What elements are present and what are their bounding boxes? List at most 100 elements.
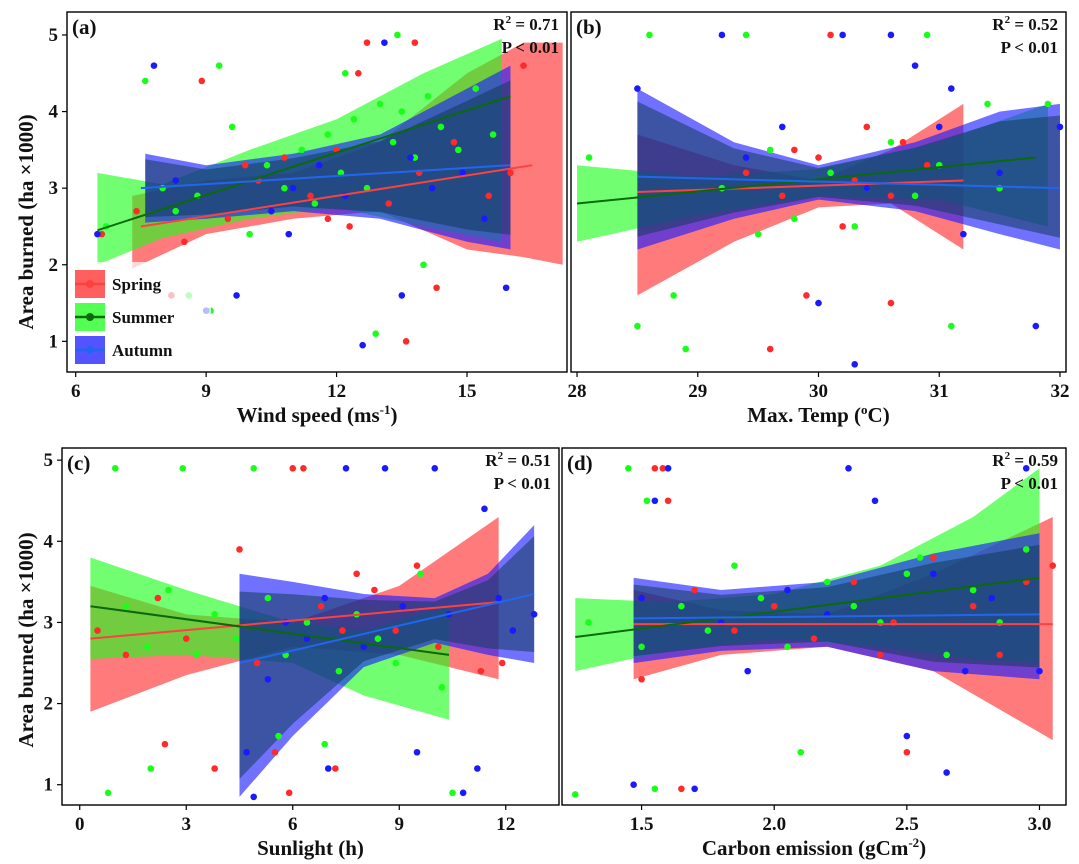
panel-label: (d) [567, 451, 593, 475]
point-summer-10 [298, 146, 306, 154]
panel-label: (a) [72, 15, 97, 39]
r-squared-label: R2 = 0.52 [992, 14, 1058, 34]
point-summer-6 [193, 651, 201, 659]
point-summer-20 [449, 789, 456, 797]
point-summer-6 [228, 123, 236, 131]
x-axis-label-main: Max. Temp ( [747, 403, 861, 427]
trend-line-summer [90, 605, 450, 656]
y-tick-label: 5 [49, 25, 59, 46]
p-value-label: P < 0.01 [1001, 38, 1058, 57]
x-tick-label: 32 [1050, 381, 1069, 402]
point-spring-12 [839, 223, 846, 230]
x-tick-label: 6 [71, 381, 81, 402]
panel-frame [561, 447, 1067, 806]
point-autumn-3 [664, 464, 672, 472]
point-spring-10 [317, 602, 325, 610]
point-autumn-1 [638, 594, 645, 602]
point-summer-4 [651, 785, 659, 793]
point-summer-9 [827, 169, 834, 177]
point-spring-10 [355, 69, 362, 77]
point-spring-6 [281, 154, 288, 161]
x-tick-label: 28 [568, 381, 587, 402]
trend-line-autumn [140, 164, 511, 190]
trend-line-autumn [637, 175, 1060, 190]
point-summer-15 [984, 100, 991, 108]
x-axis-label: Wind speed (ms-1) [237, 402, 398, 427]
point-autumn-11 [1032, 322, 1040, 330]
point-summer-22 [275, 732, 282, 740]
point-autumn-12 [428, 184, 436, 192]
point-spring-11 [363, 39, 371, 46]
y-tick-label: 2 [44, 694, 54, 715]
r-squared-value: = 0.51 [503, 451, 551, 470]
point-autumn-9 [960, 230, 967, 238]
plot-area [571, 464, 1057, 798]
point-spring-20 [289, 464, 297, 472]
point-spring-15 [433, 284, 440, 292]
point-autumn-4 [321, 594, 329, 602]
point-summer-3 [638, 643, 645, 651]
legend-marker-autumn [86, 346, 94, 354]
point-autumn-2 [172, 177, 179, 184]
point-autumn-14 [481, 505, 488, 513]
point-autumn-13 [815, 299, 822, 307]
point-autumn-12 [930, 570, 937, 578]
point-autumn-16 [1022, 464, 1030, 472]
point-spring-22 [241, 161, 249, 169]
point-spring-9 [766, 345, 774, 353]
point-spring-17 [477, 667, 485, 675]
point-spring-10 [803, 292, 810, 299]
x-axis-label: Sunlight (h) [257, 836, 364, 860]
point-spring-8 [285, 789, 293, 797]
point-summer-12 [823, 578, 831, 586]
point-spring-18 [498, 659, 506, 667]
point-spring-19 [520, 62, 527, 69]
point-autumn-2 [651, 497, 659, 505]
band-overlap-shade [633, 544, 1040, 668]
point-summer-3 [670, 292, 677, 299]
point-autumn-3 [778, 123, 786, 131]
point-summer-11 [311, 200, 319, 207]
r-squared-label: R2 = 0.59 [992, 450, 1058, 470]
point-summer-7 [211, 611, 218, 618]
point-spring-4 [691, 586, 698, 594]
point-summer-12 [324, 131, 332, 138]
x-axis-label-main: Carbon emission (gCm [702, 836, 909, 860]
point-spring-15 [1049, 562, 1057, 569]
point-autumn-0 [630, 781, 637, 789]
point-autumn-14 [851, 361, 859, 368]
y-tick-label: 4 [49, 102, 59, 123]
point-spring-17 [485, 192, 493, 200]
point-autumn-17 [530, 611, 538, 618]
legend-label-spring: Spring [112, 275, 162, 294]
legend: Spring Summer Autumn [71, 262, 211, 370]
point-autumn-5 [268, 207, 275, 215]
point-summer-16 [376, 100, 384, 108]
point-summer-7 [766, 146, 774, 154]
x-axis-label-tail: ) [919, 836, 926, 860]
r-squared-exponent: 2 [1005, 14, 1011, 26]
point-summer-18 [417, 570, 424, 578]
x-tick-label: 9 [201, 381, 211, 402]
point-autumn-7 [315, 161, 323, 169]
point-autumn-4 [233, 292, 240, 299]
point-summer-1 [111, 464, 119, 472]
point-summer-13 [337, 169, 345, 177]
point-summer-16 [374, 635, 382, 642]
point-summer-5 [179, 464, 186, 472]
point-spring-8 [850, 578, 858, 586]
panel-d: 1.5 2.0 2.5 3.0 Carbon emission (gCm-2) (d) R2… [561, 447, 1067, 860]
point-spring-1 [778, 192, 786, 200]
point-spring-1 [651, 464, 659, 472]
point-summer-19 [1022, 546, 1030, 553]
r-squared-label: R2 = 0.71 [493, 14, 559, 34]
plot-area [90, 464, 538, 801]
x-axis-label-tail: ) [391, 403, 398, 427]
point-autumn-4 [691, 785, 698, 793]
point-summer-21 [437, 123, 445, 131]
point-spring-1 [133, 207, 140, 215]
y-tick-label: 2 [49, 255, 59, 276]
y-axis-label-top: Area burned (ha ×1000) [14, 114, 38, 329]
x-tick-label: 6 [288, 814, 298, 835]
point-summer-8 [731, 562, 738, 569]
